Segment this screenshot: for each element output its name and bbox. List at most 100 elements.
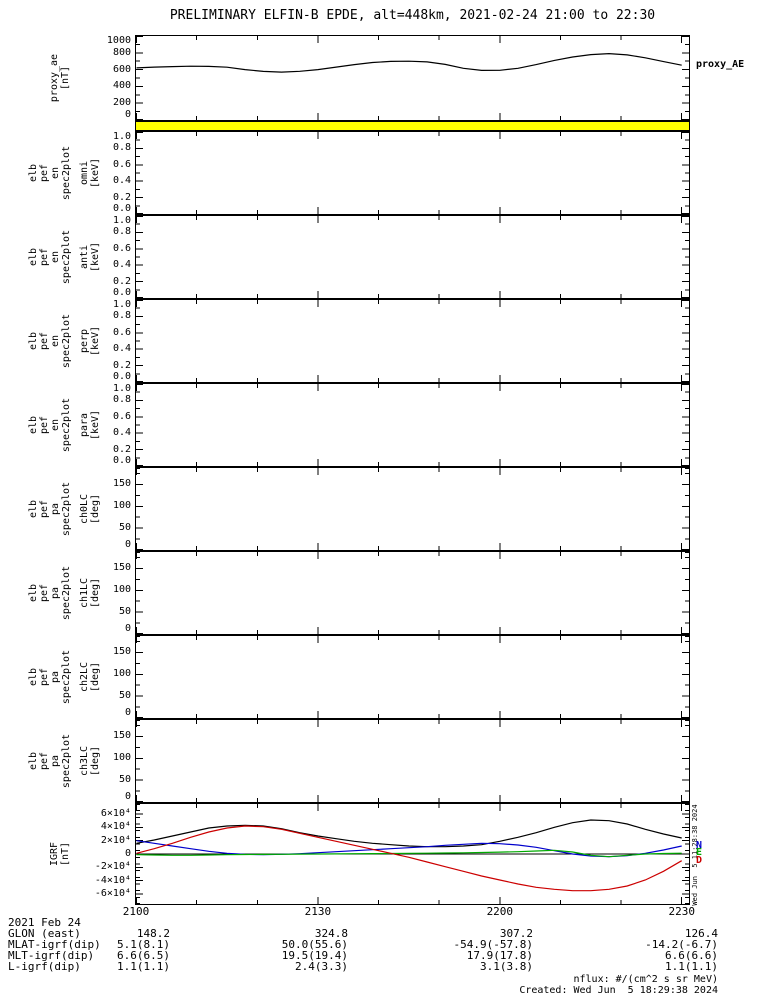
footer-value: 6.6(6.6) xyxy=(665,949,718,962)
y-tick-label: 0.2 xyxy=(112,275,131,287)
y-tick-label: 0 xyxy=(124,622,131,634)
y-tick-label: 800 xyxy=(112,46,131,58)
y-tick-label: 1.0 xyxy=(112,382,131,394)
y-tick-label: 1.0 xyxy=(112,130,131,142)
y-tick-label: 4×10⁴ xyxy=(100,821,131,833)
y-axis-label-pa_ch1lc: elb pef pa spec2plot xyxy=(28,565,72,621)
y-axis-label-igrf: IGRF [nT] xyxy=(49,841,71,867)
panel-en_para xyxy=(135,383,690,467)
y-tick-label: 1.0 xyxy=(112,298,131,310)
y-axis-label-en_perp: elb pef en spec2plot xyxy=(28,313,72,369)
y-axis-sublabel-en_perp: perp [keV] xyxy=(79,325,101,357)
footer-value: 148.2 xyxy=(136,927,170,940)
y-tick-label: 0.6 xyxy=(112,410,131,422)
series-igrf-N xyxy=(136,840,682,858)
y-tick-label: 2×10⁴ xyxy=(100,834,131,846)
x-tick-label: 2200 xyxy=(486,905,514,918)
y-tick-label: 50 xyxy=(118,606,131,618)
footer-value: 17.9(17.8) xyxy=(466,949,533,962)
y-tick-label: 0.0 xyxy=(112,454,131,466)
y-tick-label: 0.4 xyxy=(112,175,131,187)
y-tick-label: 0.4 xyxy=(112,343,131,355)
y-tick-label: 0.0 xyxy=(112,286,131,298)
y-tick-label: 0.0 xyxy=(112,202,131,214)
y-tick-label: 0.8 xyxy=(112,142,131,154)
y-tick-label: 0.6 xyxy=(112,158,131,170)
footer-value: 5.1(8.1) xyxy=(117,938,170,951)
plot-area-en_perp xyxy=(136,300,689,382)
y-tick-label: 0 xyxy=(124,706,131,718)
plot-title: PRELIMINARY ELFIN-B EPDE, alt=448km, 202… xyxy=(169,8,656,23)
footer-row-label: GLON (east) xyxy=(8,927,81,940)
y-tick-label: 50 xyxy=(118,690,131,702)
footer-value: 19.5(19.4) xyxy=(281,949,348,962)
y-tick-label: 100 xyxy=(112,668,131,680)
footer-value: 1.1(1.1) xyxy=(117,960,170,973)
y-tick-label: 0.8 xyxy=(112,394,131,406)
y-tick-label: 150 xyxy=(112,562,131,574)
y-tick-label: 0 xyxy=(124,108,131,120)
y-tick-label: 50 xyxy=(118,774,131,786)
footer-value: 6.6(6.5) xyxy=(117,949,170,962)
y-tick-label: -2×10⁴ xyxy=(94,861,131,873)
y-tick-label: -4×10⁴ xyxy=(94,874,131,886)
y-tick-label: 6×10⁴ xyxy=(100,808,131,819)
y-tick-label: 0 xyxy=(124,790,131,802)
y-tick-label: 50 xyxy=(118,522,131,534)
footer-value: 126.4 xyxy=(684,927,718,940)
y-tick-label: 150 xyxy=(112,478,131,490)
series-igrf-E xyxy=(136,849,682,858)
y-tick-label: 0.4 xyxy=(112,427,131,439)
panel-pa_ch1lc xyxy=(135,551,690,635)
y-tick-label: 100 xyxy=(112,584,131,596)
y-tick-label: 0 xyxy=(124,538,131,550)
panel-pa_ch0lc xyxy=(135,467,690,551)
y-axis-sublabel-pa_ch2lc: ch2LC [deg] xyxy=(79,661,101,693)
plot-area-pa_ch0lc xyxy=(136,468,689,550)
y-axis-label-en_omni: elb pef en spec2plot xyxy=(28,145,72,201)
y-tick-label: 1000 xyxy=(106,34,131,46)
series-igrf-D xyxy=(136,825,683,892)
created-note: Created: Wed Jun 5 18:29:38 2024 xyxy=(519,985,718,996)
plot-area-pa_ch3lc xyxy=(136,720,689,802)
y-tick-label: 100 xyxy=(112,500,131,512)
panel-pa_ch3lc xyxy=(135,719,690,803)
y-tick-label: 1.0 xyxy=(112,214,131,226)
y-axis-label-en_para: elb pef en spec2plot xyxy=(28,397,72,453)
y-axis-sublabel-en_omni: omni [keV] xyxy=(79,157,101,189)
y-tick-label: 0.8 xyxy=(112,310,131,322)
footer-row-label: MLAT-igrf(dip) xyxy=(8,938,101,951)
y-tick-label: 0.0 xyxy=(112,370,131,382)
y-tick-label: -6×10⁴ xyxy=(94,888,131,899)
plot-area-en_omni xyxy=(136,132,689,214)
plot-area-en_para xyxy=(136,384,689,466)
series-igrf-black xyxy=(136,819,682,848)
panel-strip xyxy=(135,121,690,131)
plot-area-pa_ch2lc xyxy=(136,636,689,718)
y-tick-label: 0.4 xyxy=(112,259,131,271)
x-tick-label: 2100 xyxy=(122,905,150,918)
y-axis-label-pa_ch3lc: elb pef pa spec2plot xyxy=(28,733,72,789)
y-tick-label: 150 xyxy=(112,646,131,658)
y-axis-sublabel-pa_ch1lc: ch1LC [deg] xyxy=(79,577,101,609)
panel-en_anti xyxy=(135,215,690,299)
y-tick-label: 400 xyxy=(112,80,131,92)
footer-row-label: MLT-igrf(dip) xyxy=(8,949,95,962)
y-axis-sublabel-en_para: para [keV] xyxy=(79,409,101,441)
date-label: 2021 Feb 24 xyxy=(8,916,81,929)
x-tick-label: 2230 xyxy=(668,905,695,918)
y-tick-label: 100 xyxy=(112,752,131,764)
plot-area-en_anti xyxy=(136,216,689,298)
footer-value: 3.1(3.8) xyxy=(480,960,533,973)
y-axis-label-proxy_ae: proxy_ae [nT] xyxy=(49,53,71,103)
series-end-label-D: D xyxy=(696,854,703,866)
y-axis-label-pa_ch2lc: elb pef pa spec2plot xyxy=(28,649,72,705)
series-proxy_ae-proxy_AE xyxy=(136,52,682,73)
panel-igrf xyxy=(135,803,690,905)
footer-row-label: L-igrf(dip) xyxy=(8,960,81,973)
footer-value: -54.9(-57.8) xyxy=(453,938,533,951)
footer-value: 2.4(3.3) xyxy=(295,960,348,973)
series-end-label-E: E xyxy=(696,847,703,859)
y-tick-label: 0.2 xyxy=(112,443,131,455)
series-end-label-N: N xyxy=(696,840,703,851)
